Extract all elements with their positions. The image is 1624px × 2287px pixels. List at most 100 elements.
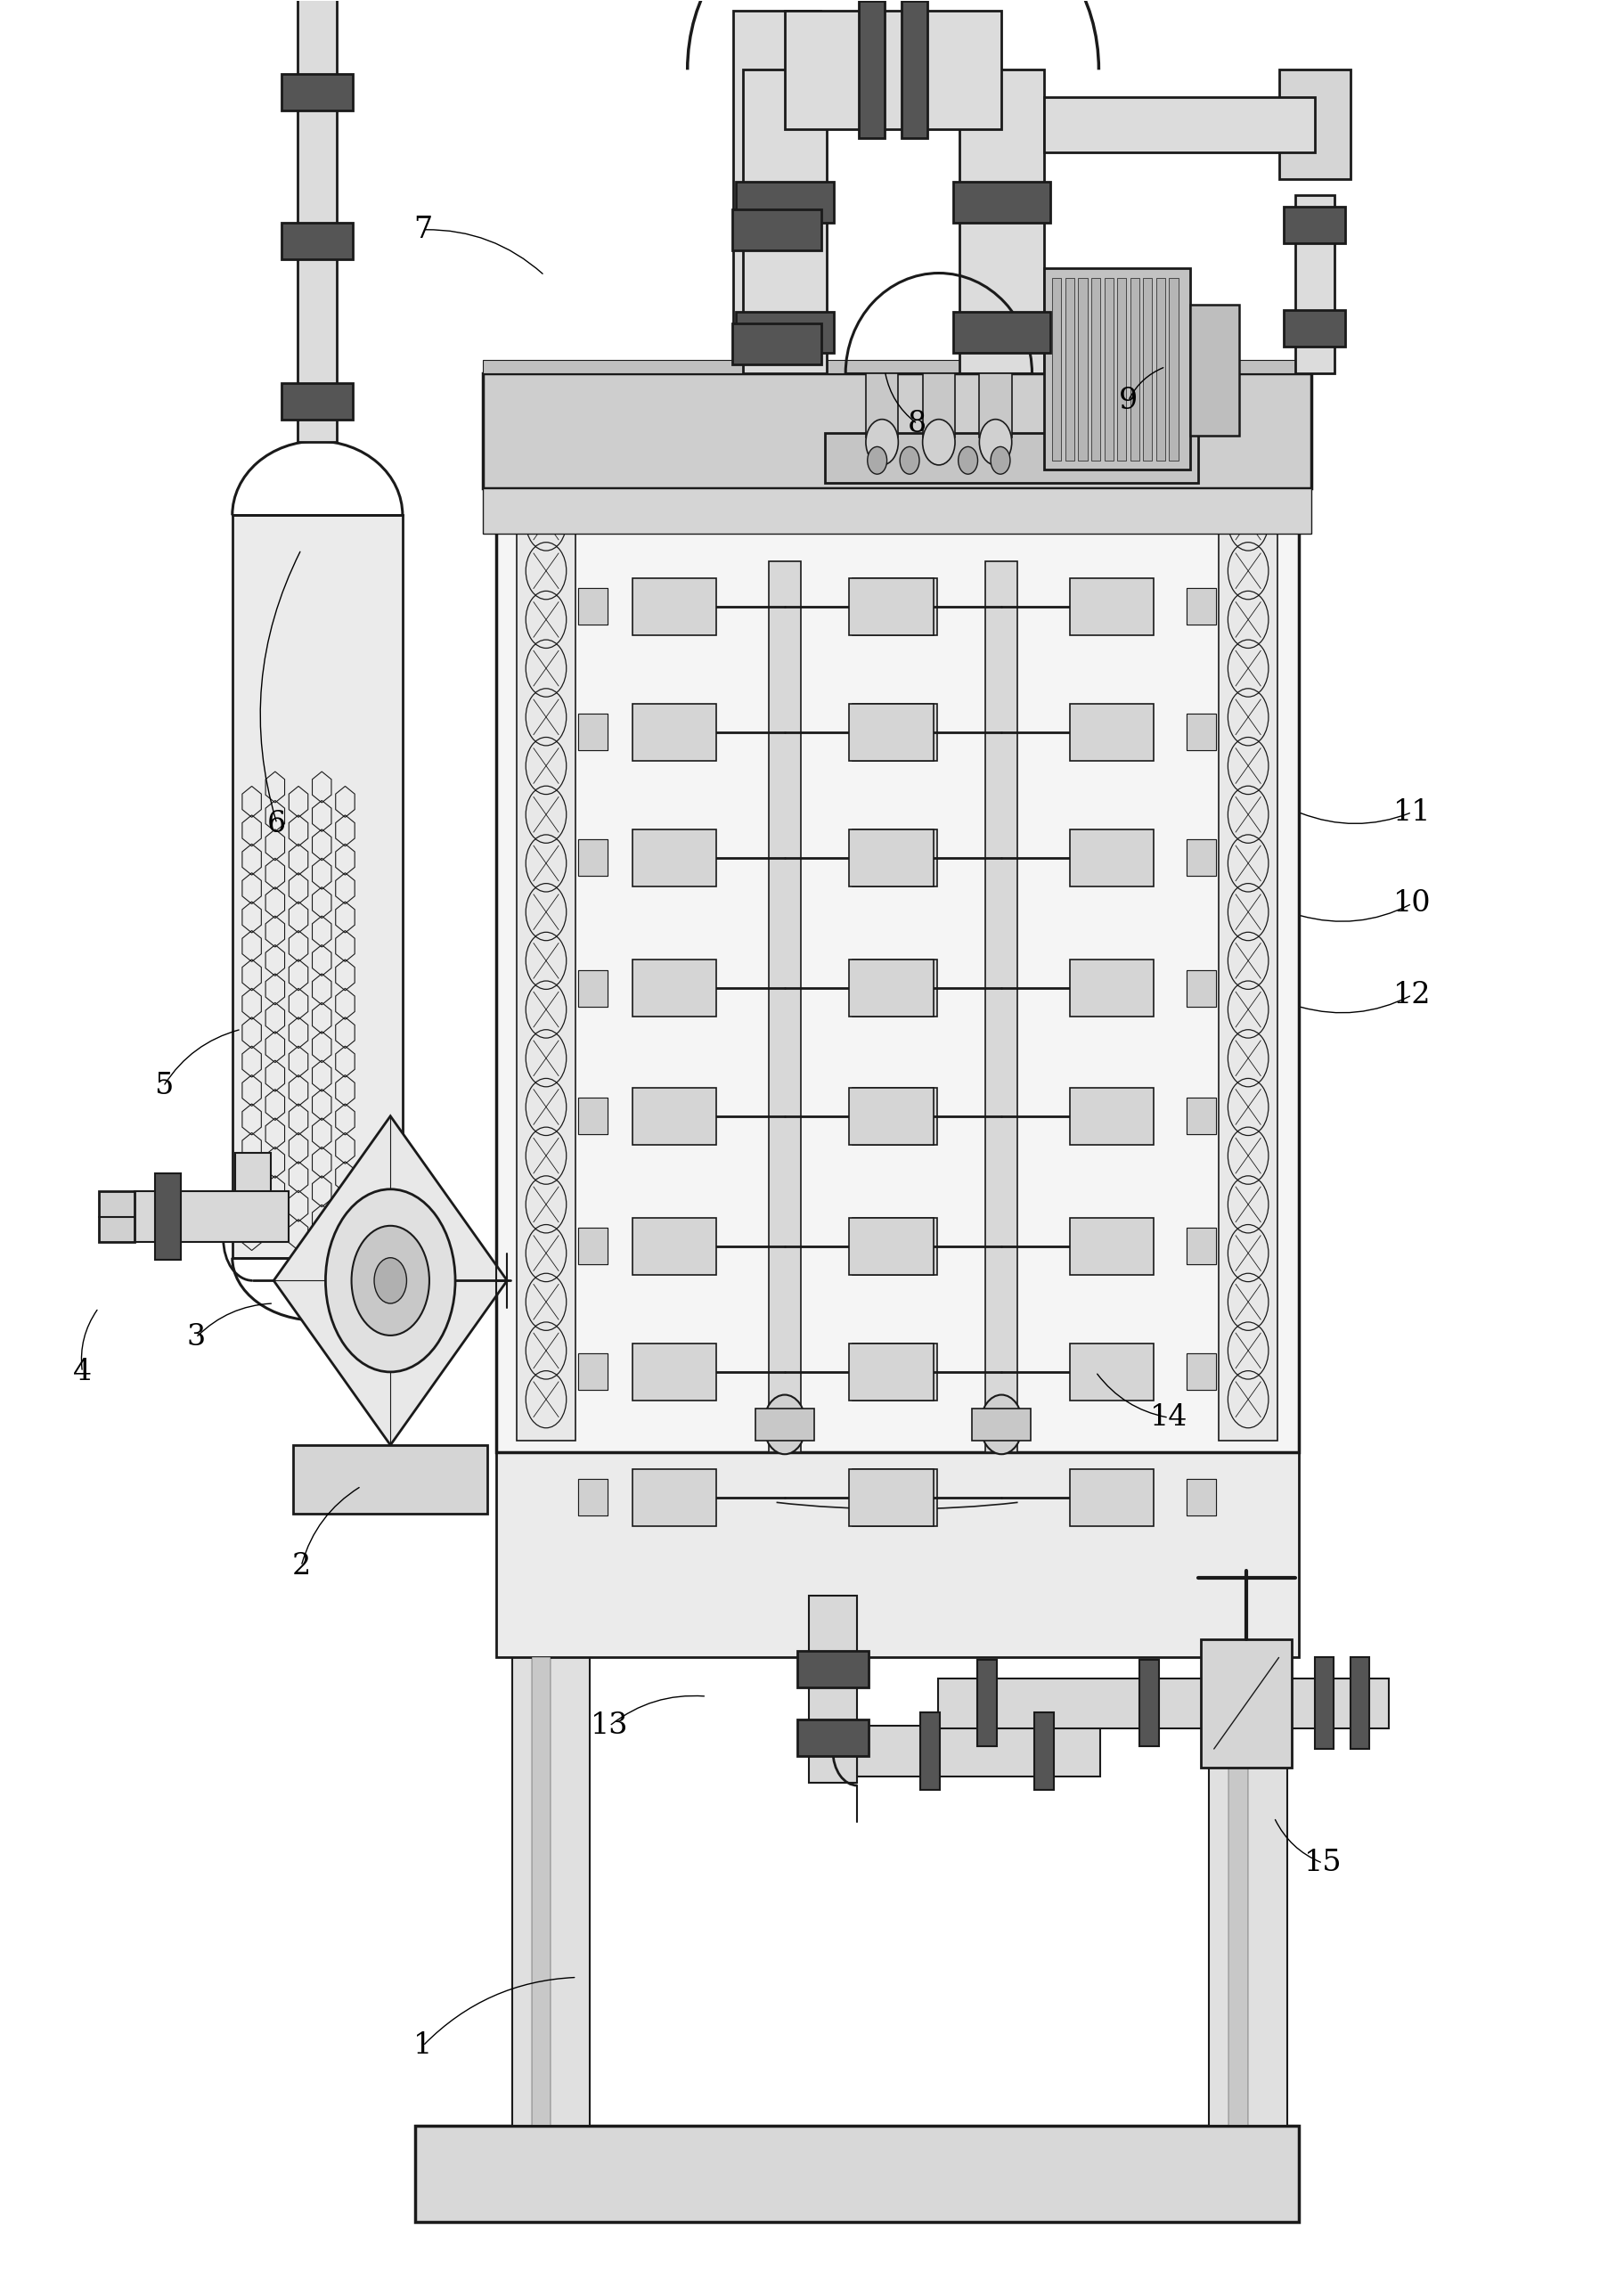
Bar: [1187, 714, 1216, 750]
Bar: [1130, 277, 1138, 460]
Text: 4: 4: [73, 1358, 91, 1386]
Bar: [578, 970, 607, 1006]
Bar: [939, 1679, 1294, 1729]
Bar: [1034, 1713, 1054, 1791]
Bar: [1156, 277, 1164, 460]
Bar: [1044, 96, 1315, 151]
Bar: [1187, 1228, 1216, 1265]
Bar: [1070, 1468, 1155, 1525]
Text: 11: 11: [1393, 798, 1431, 826]
Bar: [578, 1098, 607, 1134]
Bar: [1350, 1658, 1369, 1750]
Text: 8: 8: [908, 409, 927, 439]
Bar: [1187, 1098, 1216, 1134]
Bar: [853, 830, 937, 887]
Bar: [1285, 309, 1345, 345]
Bar: [632, 1217, 716, 1274]
Bar: [516, 480, 575, 1441]
Text: 9: 9: [1119, 387, 1138, 416]
Bar: [922, 373, 955, 437]
Bar: [1190, 304, 1239, 435]
Bar: [632, 704, 716, 762]
Bar: [1285, 206, 1345, 242]
Bar: [809, 1596, 857, 1784]
Bar: [1210, 1658, 1288, 2127]
Circle shape: [922, 419, 955, 464]
Bar: [1187, 588, 1216, 624]
Bar: [1187, 588, 1216, 624]
Bar: [1091, 277, 1101, 460]
Bar: [482, 373, 1312, 487]
Bar: [1065, 277, 1075, 460]
Bar: [849, 1217, 934, 1274]
Bar: [1220, 480, 1278, 1441]
Bar: [853, 579, 937, 636]
Bar: [632, 830, 716, 887]
Bar: [578, 970, 607, 1006]
Bar: [866, 373, 898, 437]
Bar: [797, 1720, 869, 1756]
Circle shape: [900, 446, 919, 473]
Circle shape: [991, 446, 1010, 473]
Bar: [578, 839, 607, 876]
Bar: [482, 487, 1312, 533]
Bar: [1187, 1480, 1216, 1516]
Bar: [755, 1409, 814, 1441]
Bar: [978, 1660, 997, 1747]
Bar: [960, 71, 1044, 373]
Bar: [1187, 1354, 1216, 1390]
Bar: [1187, 970, 1216, 1006]
Circle shape: [958, 446, 978, 473]
Bar: [736, 311, 833, 352]
Bar: [578, 1354, 607, 1390]
Bar: [297, 0, 336, 441]
Circle shape: [374, 1258, 406, 1304]
Bar: [531, 1658, 551, 2127]
Bar: [235, 1153, 271, 1240]
Bar: [979, 373, 1012, 437]
Bar: [736, 181, 833, 222]
Bar: [1104, 277, 1114, 460]
Bar: [578, 588, 607, 624]
Bar: [578, 1098, 607, 1134]
Bar: [1140, 1660, 1160, 1747]
Bar: [732, 11, 820, 377]
Bar: [853, 1342, 937, 1400]
Bar: [232, 515, 403, 1258]
Bar: [632, 579, 716, 636]
Bar: [1187, 714, 1216, 750]
Bar: [578, 588, 607, 624]
Bar: [578, 1228, 607, 1265]
Bar: [99, 1192, 135, 1242]
Bar: [853, 704, 937, 762]
Bar: [135, 1192, 287, 1242]
Bar: [578, 714, 607, 750]
Bar: [1314, 1658, 1333, 1750]
Text: 6: 6: [268, 810, 286, 837]
Bar: [986, 560, 1018, 1452]
Bar: [853, 1468, 937, 1525]
Bar: [853, 1217, 937, 1274]
Bar: [281, 222, 352, 258]
Bar: [857, 1727, 1101, 1777]
Bar: [156, 1173, 182, 1260]
Bar: [1187, 1098, 1216, 1134]
Bar: [859, 2, 885, 137]
Text: 5: 5: [154, 1073, 172, 1100]
Bar: [1070, 1342, 1155, 1400]
Bar: [1070, 1089, 1155, 1144]
Bar: [632, 1468, 716, 1525]
Bar: [1296, 194, 1335, 373]
Circle shape: [867, 446, 887, 473]
Bar: [1187, 1480, 1216, 1516]
Bar: [1078, 277, 1088, 460]
Text: 15: 15: [1304, 1848, 1341, 1878]
Bar: [797, 1651, 869, 1688]
Text: 13: 13: [591, 1711, 628, 1740]
Bar: [578, 1480, 607, 1516]
Bar: [292, 1445, 487, 1514]
Bar: [482, 359, 1312, 373]
Bar: [495, 469, 1299, 1452]
Bar: [578, 1480, 607, 1516]
Bar: [1143, 277, 1151, 460]
